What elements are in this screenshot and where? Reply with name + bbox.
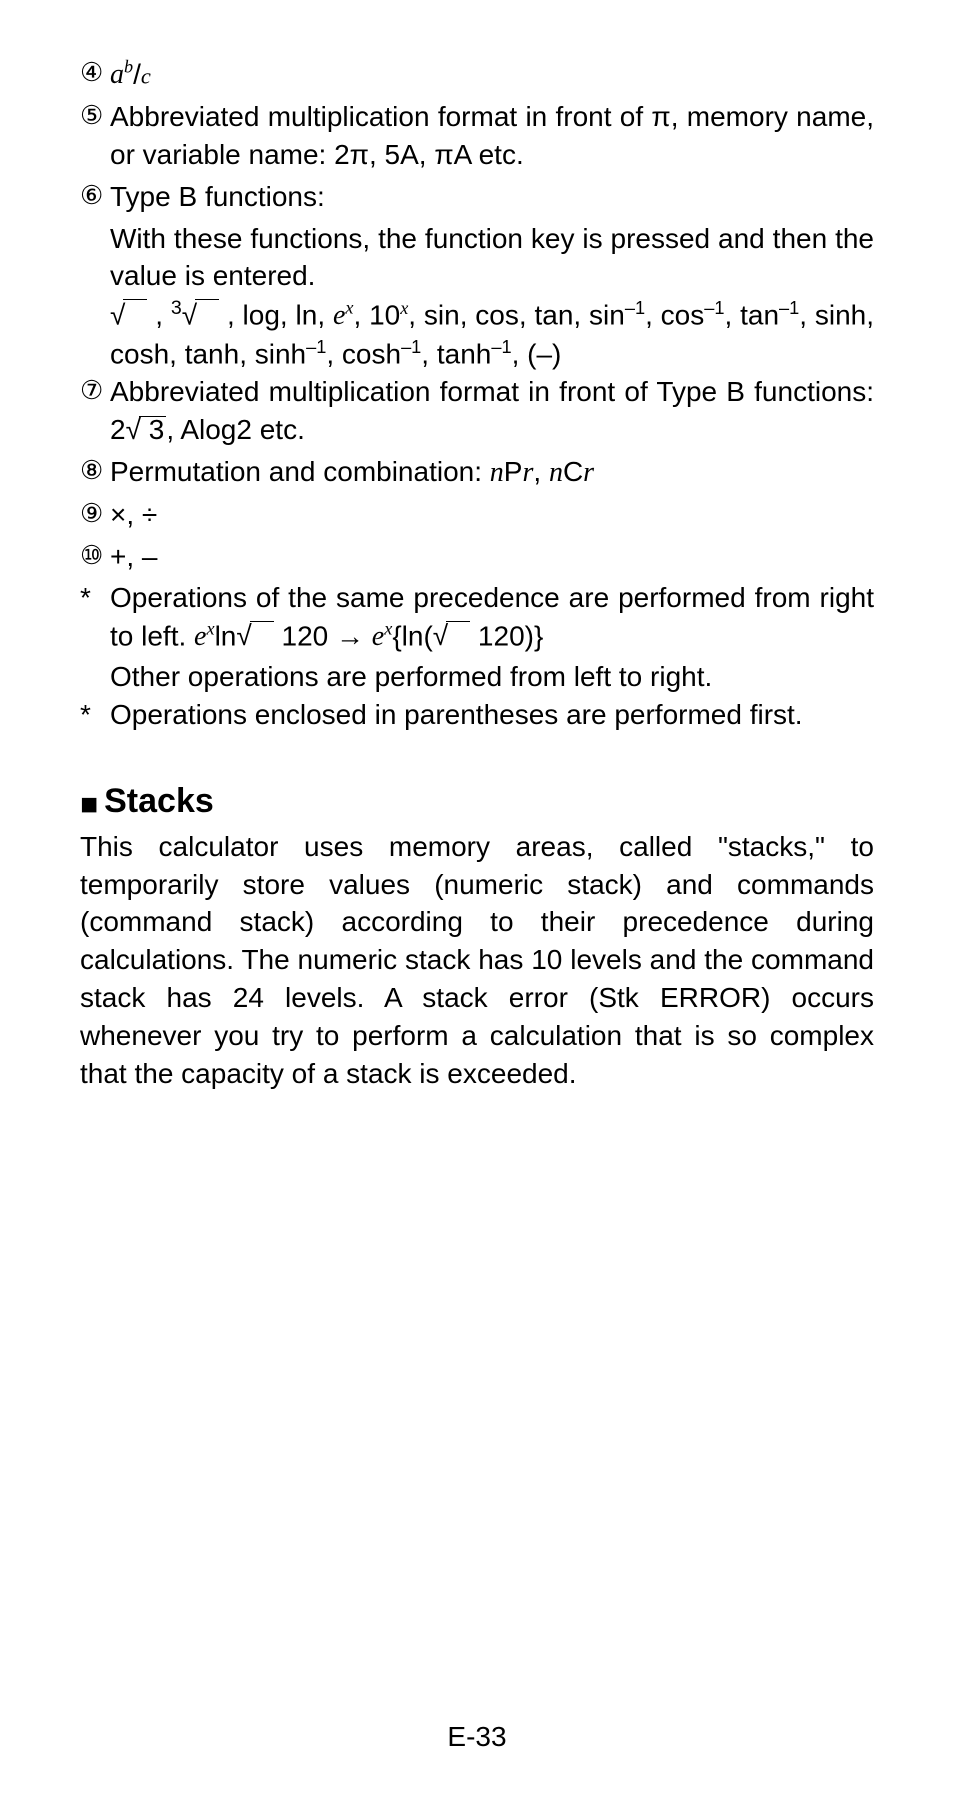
stacks-body: This calculator uses memory areas, calle… bbox=[80, 828, 874, 1093]
list-item-5: ⑤ Abbreviated multiplication format in f… bbox=[80, 98, 874, 174]
item-6-line3: √ , 3√ , log, ln, ex, 10x, sin, cos, tan… bbox=[110, 295, 874, 373]
item-6-line1: Type B functions: bbox=[110, 178, 874, 216]
list-item-8: ⑧ Permutation and combination: nPr, nCr bbox=[80, 453, 874, 492]
marker-5: ⑤ bbox=[80, 98, 110, 133]
list-item-6: ⑥ Type B functions: bbox=[80, 178, 874, 216]
marker-8: ⑧ bbox=[80, 453, 110, 488]
marker-7: ⑦ bbox=[80, 373, 110, 408]
stacks-title: Stacks bbox=[104, 782, 214, 820]
asterisk-1: * bbox=[80, 579, 110, 617]
page-number: E-33 bbox=[0, 1721, 954, 1753]
item-5-content: Abbreviated multiplication format in fro… bbox=[110, 98, 874, 174]
list-item-7: ⑦ Abbreviated multiplication format in f… bbox=[80, 373, 874, 449]
list-item-9: ⑨ ×, ÷ bbox=[80, 496, 874, 534]
note-1b: Other operations are performed from left… bbox=[110, 658, 874, 696]
list-item-4: ④ ab/c bbox=[80, 55, 874, 94]
item-8-content: Permutation and combination: nPr, nCr bbox=[110, 453, 874, 492]
item-6-line2: With these functions, the function key i… bbox=[110, 220, 874, 296]
square-bullet-icon: ■ bbox=[80, 788, 98, 822]
marker-4: ④ bbox=[80, 55, 110, 90]
note-1: * Operations of the same precedence are … bbox=[80, 579, 874, 656]
note-2-content: Operations enclosed in parentheses are p… bbox=[110, 696, 874, 734]
list-item-10: ⑩ +, – bbox=[80, 538, 874, 576]
marker-10: ⑩ bbox=[80, 538, 110, 573]
stacks-heading: ■Stacks bbox=[80, 782, 874, 822]
marker-9: ⑨ bbox=[80, 496, 110, 531]
item-9-content: ×, ÷ bbox=[110, 496, 874, 534]
item-4-content: ab/c bbox=[110, 55, 874, 94]
item-7-content: Abbreviated multiplication format in fro… bbox=[110, 373, 874, 449]
marker-6: ⑥ bbox=[80, 178, 110, 213]
asterisk-2: * bbox=[80, 696, 110, 734]
note-1-content: Operations of the same precedence are pe… bbox=[110, 579, 874, 656]
note-2: * Operations enclosed in parentheses are… bbox=[80, 696, 874, 734]
item-10-content: +, – bbox=[110, 538, 874, 576]
